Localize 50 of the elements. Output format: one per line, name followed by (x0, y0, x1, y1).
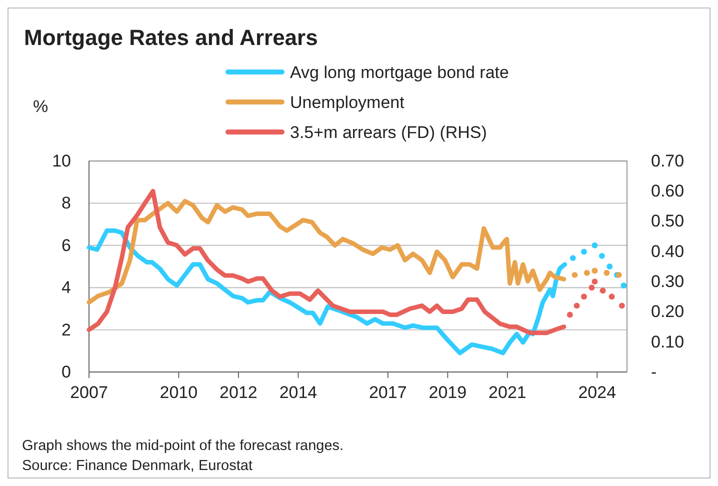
y2-tick-label: 0.20 (651, 302, 684, 322)
line-series (86, 188, 566, 336)
point (608, 294, 615, 300)
y2-tick-label: 0.50 (651, 212, 684, 231)
line-series (86, 228, 568, 356)
y2-tick-label: 0.10 (651, 332, 684, 352)
point (570, 255, 576, 262)
line-series (86, 198, 566, 305)
x-tick-label: 2024 (578, 383, 616, 402)
point (574, 302, 580, 309)
source-note: Source: Finance Denmark, Eurostat (22, 458, 252, 474)
x-tick-label: 2021 (488, 383, 526, 402)
point (598, 252, 605, 259)
legend-label: Unemployment (290, 93, 405, 112)
point (580, 248, 587, 255)
point (606, 264, 613, 270)
y-tick-label: 8 (62, 194, 71, 213)
x-tick-label: 2007 (70, 383, 108, 402)
x-tick-label: 2014 (279, 383, 318, 402)
point (592, 242, 598, 248)
x-tick-label: 2019 (428, 383, 467, 402)
point (618, 302, 625, 309)
point (584, 270, 590, 276)
y2-tick-label: 0.60 (651, 182, 684, 201)
y2-tick-label: - (651, 362, 657, 382)
point (566, 312, 573, 318)
point (604, 270, 610, 276)
point (588, 284, 595, 291)
point (600, 288, 606, 294)
y-tick-label: 6 (62, 236, 71, 255)
y2-tick-label: 0.70 (651, 151, 684, 170)
y-tick-label: 0 (62, 362, 71, 382)
chart-title: Mortgage Rates and Arrears (24, 25, 318, 50)
point (572, 272, 578, 278)
y-tick-label: 4 (62, 278, 71, 298)
point (620, 282, 627, 288)
point (592, 268, 598, 274)
x-tick-label: 2012 (220, 383, 258, 402)
y-axis-title: % (33, 97, 48, 116)
y2-tick-label: 0.30 (651, 272, 684, 292)
text: Graph shows the mid-point of the forecast ranges. (22, 438, 344, 454)
x-tick-label: 2010 (160, 383, 198, 402)
legend-label: Avg long mortgage bond rate (290, 63, 509, 82)
y2-tick-label: 0.40 (651, 242, 684, 261)
point (592, 278, 598, 285)
x-tick-label: 2017 (368, 383, 407, 402)
point (580, 294, 587, 300)
y-tick-label: 10 (52, 151, 71, 170)
y-tick-label: 2 (62, 320, 71, 340)
legend-label: 3.5+m arrears (FD) (RHS) (290, 123, 487, 142)
